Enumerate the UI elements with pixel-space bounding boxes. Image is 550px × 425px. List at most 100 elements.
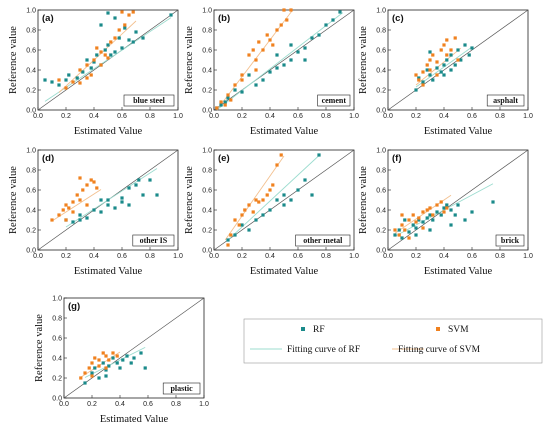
panel-asphalt-panel-letter: (c)	[392, 13, 404, 24]
panel-brick-svm-point	[414, 220, 418, 224]
panel-other-is-svm-point	[75, 193, 79, 197]
panel-asphalt-xtick-label: 0.4	[439, 113, 449, 120]
panel-asphalt-rf-point	[459, 58, 463, 62]
panel-asphalt-svm-point	[425, 63, 429, 67]
panel-blue-steel-svm-point	[89, 73, 93, 77]
panel-plastic-panel-letter: (g)	[68, 301, 80, 312]
panel-other-is-panel-letter: (d)	[42, 153, 54, 164]
panel-cement-svm-point	[285, 18, 289, 22]
panel-other-metal-svm-point	[254, 198, 258, 202]
panel-asphalt-rf-point	[431, 78, 435, 82]
panel-other-is-xtick-label: 0.4	[89, 253, 99, 260]
panel-brick-rf-point	[428, 228, 432, 232]
panel-brick-panel-letter: (f)	[392, 153, 402, 164]
panel-asphalt-xtick-label: 0.8	[495, 113, 505, 120]
panel-plastic-ticks: 0.00.0 0.2 0.2 0.4 0.4 0.6 0.6 0.8 0.8 1.0 1.0	[52, 295, 209, 408]
panel-other-metal-svm-point	[271, 183, 275, 187]
panel-plastic-rf-point	[97, 376, 101, 380]
panel-other-metal-svm-point	[247, 203, 251, 207]
panel-blue-steel-xtick-label: 0.0	[33, 113, 43, 120]
panel-asphalt-svm-point	[453, 36, 457, 40]
panel-plastic-series-svm	[79, 351, 119, 380]
panel-brick-rf-point	[449, 223, 453, 227]
panel-other-is-series-rf	[64, 178, 159, 224]
panel-blue-steel-rf-point	[127, 38, 131, 42]
panel-other-is-rf-point	[120, 200, 124, 204]
panel-other-metal-svm-point	[251, 210, 255, 214]
panel-asphalt-ytick-label: 1.0	[376, 7, 386, 14]
panel-other-is-rf-point	[106, 203, 110, 207]
panel-asphalt-series-svm	[414, 36, 460, 87]
panel-asphalt-series-rf	[414, 43, 474, 92]
panel-other-is-svm-point	[92, 180, 96, 184]
panel-asphalt-svm-point	[445, 53, 449, 57]
panel-brick-svm-point	[400, 213, 404, 217]
panel-blue-steel-svm-point	[85, 63, 89, 67]
panel-asphalt-svm-point	[428, 68, 432, 72]
panel-asphalt-ytick-label: 0.6	[376, 47, 386, 54]
panel-other-metal: 0.00.0 0.2 0.2 0.4 0.4 0.6 0.6 0.8 0.8 1.0 1.0 Esti…	[184, 147, 359, 277]
panel-cement-rf-point	[233, 88, 237, 92]
panel-asphalt-xtick-label: 0.2	[411, 113, 421, 120]
panel-other-is-rf-point	[99, 210, 103, 214]
panel-other-is-svm-point	[64, 218, 68, 222]
panel-other-is-rf-point	[120, 196, 124, 200]
panel-asphalt-fit-rf	[415, 46, 473, 88]
panel-brick-rf-point	[449, 208, 453, 212]
panel-blue-steel-rf-point	[92, 60, 96, 64]
panel-plastic-xlabel: Estimated Value	[100, 414, 169, 425]
panel-other-is-xtick-label: 0.6	[117, 253, 127, 260]
panel-cement-series-rf	[215, 10, 342, 110]
panel-brick-xtick-label: 0.6	[467, 253, 477, 260]
panel-other-metal-ytick-label: 0.0	[202, 247, 212, 254]
panel-blue-steel-rf-point	[120, 46, 124, 50]
panel-brick-svm-point	[393, 228, 397, 232]
panel-plastic-ylabel: Reference value	[34, 314, 45, 382]
panel-blue-steel-rf-point	[67, 73, 71, 77]
panel-cement-svm-point	[254, 68, 258, 72]
panel-blue-steel-ytick-label: 0.2	[26, 87, 36, 94]
panel-other-is-xtick-label: 0.8	[145, 253, 155, 260]
panel-other-metal-rf-point	[233, 233, 237, 237]
panel-blue-steel-rf-point	[106, 43, 110, 47]
panel-plastic-ytick-label: 0.6	[52, 335, 62, 342]
panel-blue-steel-svm-point	[123, 23, 127, 27]
panel-blue-steel-ytick-label: 0.4	[26, 67, 36, 74]
panel-brick-rf-point	[463, 218, 467, 222]
panel-asphalt-ytick-label: 0.0	[376, 107, 386, 114]
panel-asphalt-svm-point	[435, 60, 439, 64]
panel-other-is-svm-point	[61, 208, 65, 212]
panel-plastic-xtick-label: 0.4	[115, 401, 125, 408]
panel-brick-series-svm	[393, 200, 449, 240]
panel-brick-rf-point	[445, 203, 449, 207]
panel-brick-svm-point	[435, 203, 439, 207]
panel-blue-steel-series-rf	[43, 11, 173, 87]
panel-brick-svm-point	[421, 226, 425, 230]
panel-blue-steel-ticks: 0.00.0 0.2 0.2 0.4 0.4 0.6 0.6 0.8 0.8 1.0 1.0	[26, 7, 183, 120]
panel-other-is-rf-point	[106, 198, 110, 202]
panel-brick-svm-point	[428, 206, 432, 210]
panel-asphalt-rf-point	[442, 73, 446, 77]
panel-plastic-svm-point	[104, 366, 108, 370]
panel-other-is-ylabel: Reference value	[8, 166, 19, 234]
panel-asphalt-rf-point	[439, 70, 443, 74]
panel-other-is-rf-point	[127, 203, 131, 207]
panel-brick-svm-point	[431, 213, 435, 217]
panel-brick-rf-point	[442, 206, 446, 210]
panel-asphalt-svm-point	[439, 48, 443, 52]
panel-blue-steel-svm-point	[64, 86, 68, 90]
panel-cement-rf-point	[324, 23, 328, 27]
panel-brick-rf-point	[393, 233, 397, 237]
panel-asphalt-rf-point	[470, 46, 474, 50]
panel-other-is-svm-point	[85, 183, 89, 187]
panel-cement-svm-point	[215, 106, 219, 110]
panel-other-is-svm-point	[81, 188, 85, 192]
panel-other-is-xlabel: Estimated Value	[74, 266, 143, 277]
panel-cement-material-box	[317, 94, 351, 107]
panel-other-metal-svm-point	[240, 213, 244, 217]
panel-other-is-material-box	[132, 234, 175, 247]
panel-plastic-rf-point	[139, 351, 143, 355]
panel-cement-rf-point	[331, 18, 335, 22]
panel-cement-ytick-label: 0.0	[202, 107, 212, 114]
